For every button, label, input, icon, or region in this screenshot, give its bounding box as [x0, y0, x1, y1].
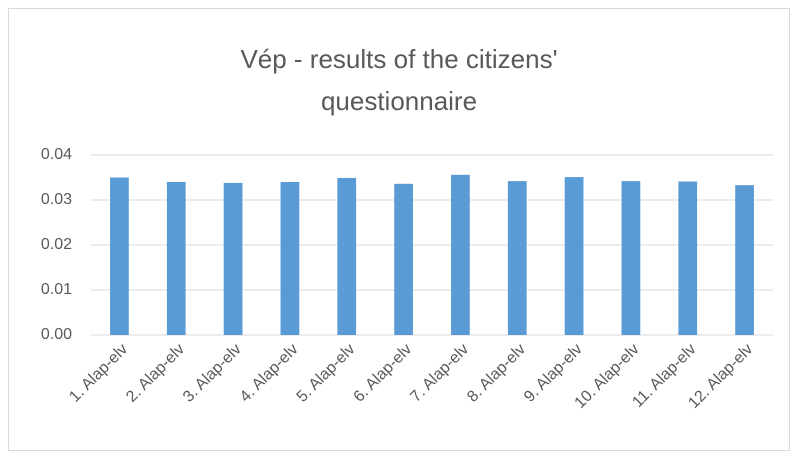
x-tick-label: 8. Alap-elv — [464, 341, 529, 406]
bar — [678, 181, 698, 335]
x-tick-label: 1. Alap-elv — [66, 341, 131, 406]
x-tick-label: 6. Alap-elv — [351, 341, 416, 406]
bar — [451, 174, 470, 335]
bar — [621, 181, 641, 335]
y-tick-label: 0.01 — [41, 281, 72, 298]
x-tick-label: 5. Alap-elv — [294, 341, 359, 406]
chart-title: Vép - results of the citizens' questionn… — [240, 44, 558, 116]
y-tick-label: 0.03 — [41, 191, 72, 208]
bar — [507, 181, 527, 335]
y-tick-label: 0.04 — [41, 146, 72, 163]
bar — [564, 177, 584, 335]
bar — [166, 182, 186, 335]
y-tick-label: 0.02 — [41, 236, 72, 253]
x-tick-label: 2. Alap-elv — [123, 341, 188, 406]
x-tick-label: 7. Alap-elv — [407, 341, 472, 406]
bar — [735, 185, 754, 335]
bar — [223, 182, 243, 335]
bar — [337, 177, 357, 335]
y-tick-label: 0.00 — [41, 326, 72, 343]
x-tick-label: 4. Alap-elv — [237, 341, 302, 406]
chart-border — [8, 8, 790, 451]
bar — [394, 183, 413, 335]
bar — [110, 177, 129, 335]
bar — [280, 182, 300, 335]
x-tick-label: 3. Alap-elv — [180, 341, 245, 406]
